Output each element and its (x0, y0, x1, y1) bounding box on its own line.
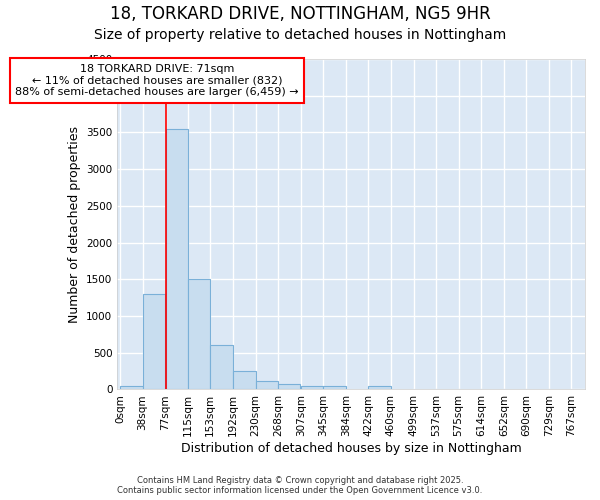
Bar (301, 386, 323, 390)
Text: 18, TORKARD DRIVE, NOTTINGHAM, NG5 9HR: 18, TORKARD DRIVE, NOTTINGHAM, NG5 9HR (110, 5, 490, 23)
Bar (233, 371, 256, 390)
Bar (166, 130, 188, 390)
Text: Contains HM Land Registry data © Crown copyright and database right 2025.
Contai: Contains HM Land Registry data © Crown c… (118, 476, 482, 495)
X-axis label: Distribution of detached houses by size in Nottingham: Distribution of detached houses by size … (181, 442, 521, 455)
Bar (256, 380, 278, 390)
Y-axis label: Number of detached properties: Number of detached properties (68, 126, 80, 322)
Bar (188, 280, 210, 390)
Bar (143, 294, 165, 390)
Bar (120, 386, 143, 390)
Bar (210, 346, 233, 390)
Text: 18 TORKARD DRIVE: 71sqm
← 11% of detached houses are smaller (832)
88% of semi-d: 18 TORKARD DRIVE: 71sqm ← 11% of detache… (15, 64, 299, 97)
Bar (368, 386, 391, 390)
Bar (278, 384, 300, 390)
Bar (323, 386, 346, 390)
Text: Size of property relative to detached houses in Nottingham: Size of property relative to detached ho… (94, 28, 506, 42)
